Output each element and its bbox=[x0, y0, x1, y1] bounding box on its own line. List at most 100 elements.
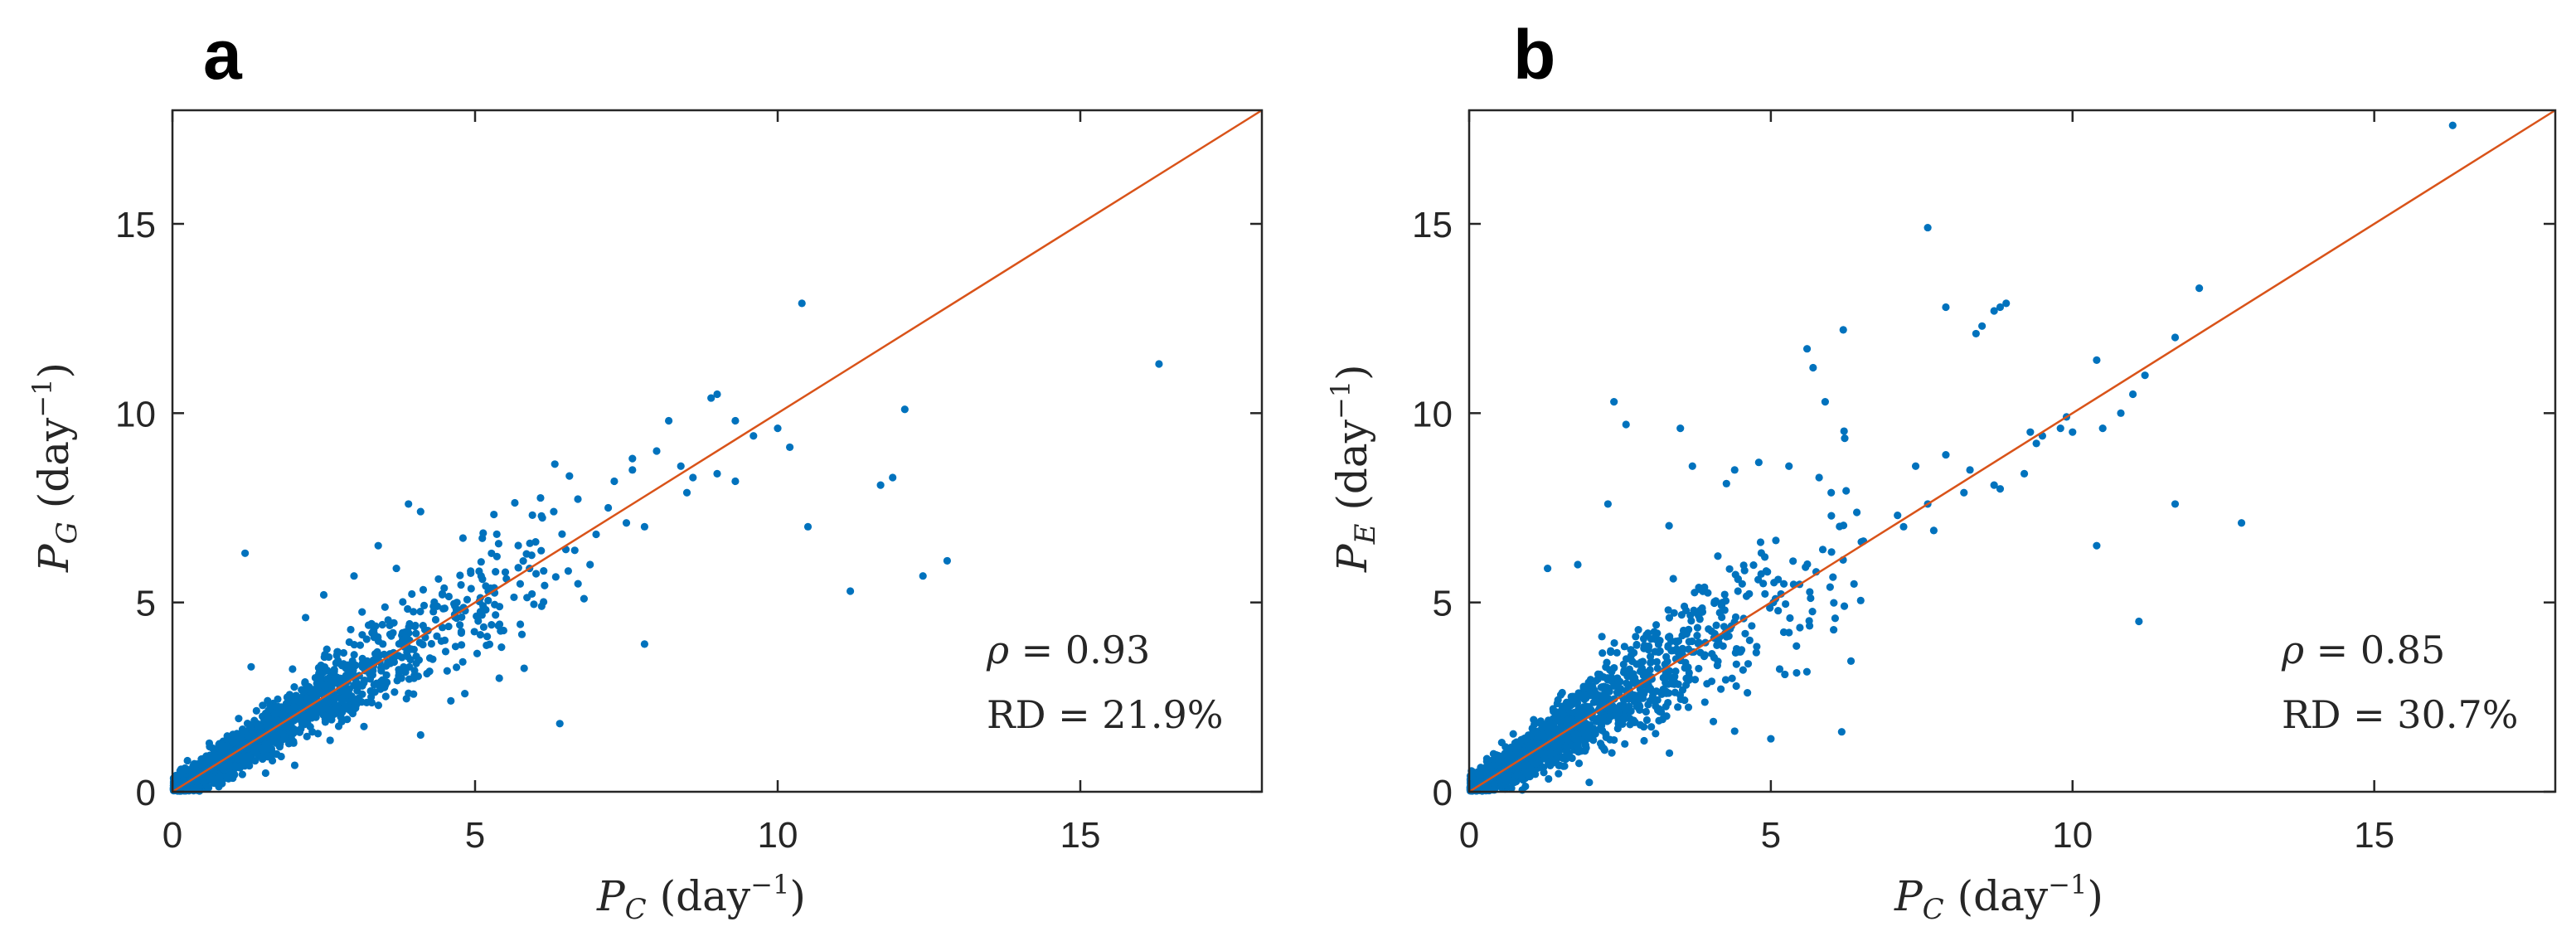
scatter-point bbox=[1638, 657, 1647, 666]
scatter-point bbox=[1807, 594, 1815, 603]
scatter-point bbox=[1796, 623, 1804, 632]
scatter-point bbox=[1598, 682, 1606, 691]
scatter-point bbox=[1620, 643, 1628, 651]
axis-ticks-b bbox=[1467, 110, 2555, 793]
scatter-point bbox=[1687, 617, 1696, 625]
scatter-point bbox=[537, 602, 546, 610]
scatter-point bbox=[1609, 681, 1618, 691]
scatter-point bbox=[1585, 779, 1594, 787]
scatter-point bbox=[1757, 570, 1765, 578]
panel-label-b: b bbox=[1513, 16, 1555, 94]
scatter-point bbox=[1839, 521, 1848, 530]
scatter-point bbox=[531, 570, 541, 578]
scatter-point bbox=[1715, 609, 1724, 617]
scatter-point bbox=[1671, 672, 1679, 681]
scatter-point bbox=[1756, 538, 1765, 546]
scatter-point bbox=[750, 432, 758, 440]
scatter-point bbox=[1712, 621, 1720, 629]
scatter-point bbox=[1720, 590, 1729, 599]
scatter-point bbox=[713, 469, 721, 478]
scatter-point bbox=[347, 625, 355, 634]
scatter-point bbox=[1511, 778, 1519, 787]
scatter-point bbox=[390, 618, 398, 627]
scatter-point bbox=[1603, 717, 1612, 725]
scatter-point bbox=[514, 564, 522, 572]
scatter-point bbox=[1574, 560, 1582, 569]
scatter-point bbox=[1960, 488, 1968, 497]
scatter-point bbox=[1732, 660, 1740, 668]
scatter-point bbox=[555, 720, 564, 728]
scatter-point bbox=[374, 701, 383, 710]
scatter-point bbox=[261, 709, 269, 718]
panel-a: a 0 5 10 15 0 5 10 15 PC (day−1) PG (day… bbox=[27, 16, 1264, 926]
identity-line-b bbox=[1468, 109, 2556, 793]
scatter-point bbox=[1856, 596, 1865, 604]
scatter-point bbox=[1513, 771, 1521, 779]
scatter-point bbox=[731, 477, 740, 486]
scatter-point bbox=[367, 693, 376, 701]
scatter-point bbox=[429, 655, 437, 663]
scatter-point bbox=[1805, 622, 1814, 630]
scatter-point bbox=[510, 593, 518, 602]
scatter-point bbox=[230, 738, 238, 747]
scatter-point bbox=[1608, 749, 1616, 757]
scatter-point bbox=[490, 510, 498, 519]
scatter-point bbox=[565, 472, 574, 480]
scatter-point bbox=[358, 659, 366, 667]
scatter-point bbox=[1552, 755, 1560, 764]
scatter-point bbox=[1668, 680, 1676, 688]
scatter-point bbox=[297, 725, 305, 733]
scatter-point bbox=[456, 621, 464, 629]
scatter-point bbox=[1693, 623, 1702, 632]
scatter-point bbox=[1581, 741, 1589, 749]
scatter-point bbox=[1721, 676, 1730, 684]
scatter-point bbox=[1531, 770, 1540, 779]
scatter-point bbox=[313, 706, 321, 715]
scatter-point bbox=[1674, 637, 1683, 645]
scatter-point bbox=[425, 667, 434, 676]
scatter-point bbox=[774, 424, 782, 433]
scatter-point bbox=[1639, 672, 1647, 680]
scatter-point bbox=[235, 715, 243, 723]
scatter-point bbox=[1647, 723, 1656, 731]
scatter-point bbox=[1693, 631, 1701, 640]
scatter-point bbox=[215, 740, 224, 748]
scatter-point bbox=[1725, 565, 1734, 573]
scatter-point bbox=[514, 541, 522, 550]
scatter-point bbox=[1731, 648, 1739, 657]
scatter-point bbox=[366, 686, 375, 696]
scatter-point bbox=[564, 567, 572, 575]
x-tick-label-b: 15 bbox=[2354, 815, 2394, 856]
scatter-point bbox=[320, 652, 328, 662]
scatter-point bbox=[287, 735, 296, 744]
scatter-point bbox=[1636, 720, 1645, 730]
scatter-point bbox=[367, 619, 376, 628]
scatter-point bbox=[1592, 677, 1600, 685]
scatter-point bbox=[580, 594, 589, 603]
scatter-point bbox=[453, 599, 461, 607]
scatter-point bbox=[1608, 673, 1616, 682]
scatter-point bbox=[1744, 689, 1752, 697]
scatter-point bbox=[1996, 485, 2005, 493]
scatter-point bbox=[411, 621, 420, 630]
scatter-point bbox=[434, 575, 443, 584]
scatter-point bbox=[1610, 711, 1618, 720]
scatter-point bbox=[1607, 647, 1615, 655]
scatter-point bbox=[251, 757, 260, 765]
scatter-point bbox=[1545, 774, 1553, 783]
scatter-point bbox=[487, 584, 495, 593]
scatter-point bbox=[191, 763, 199, 771]
scatter-point bbox=[1734, 575, 1742, 584]
scatter-point bbox=[339, 648, 348, 657]
scatter-point bbox=[517, 630, 526, 638]
scatter-point bbox=[381, 603, 389, 611]
scatter-point bbox=[1766, 604, 1774, 612]
scatter-point bbox=[682, 488, 691, 497]
scatter-point bbox=[1515, 749, 1523, 757]
scatter-point bbox=[376, 682, 384, 691]
scatter-point bbox=[1593, 697, 1601, 706]
scatter-point bbox=[1549, 705, 1557, 713]
scatter-point bbox=[1785, 462, 1793, 470]
scatter-point bbox=[284, 721, 292, 730]
scatter-point bbox=[1610, 663, 1618, 672]
